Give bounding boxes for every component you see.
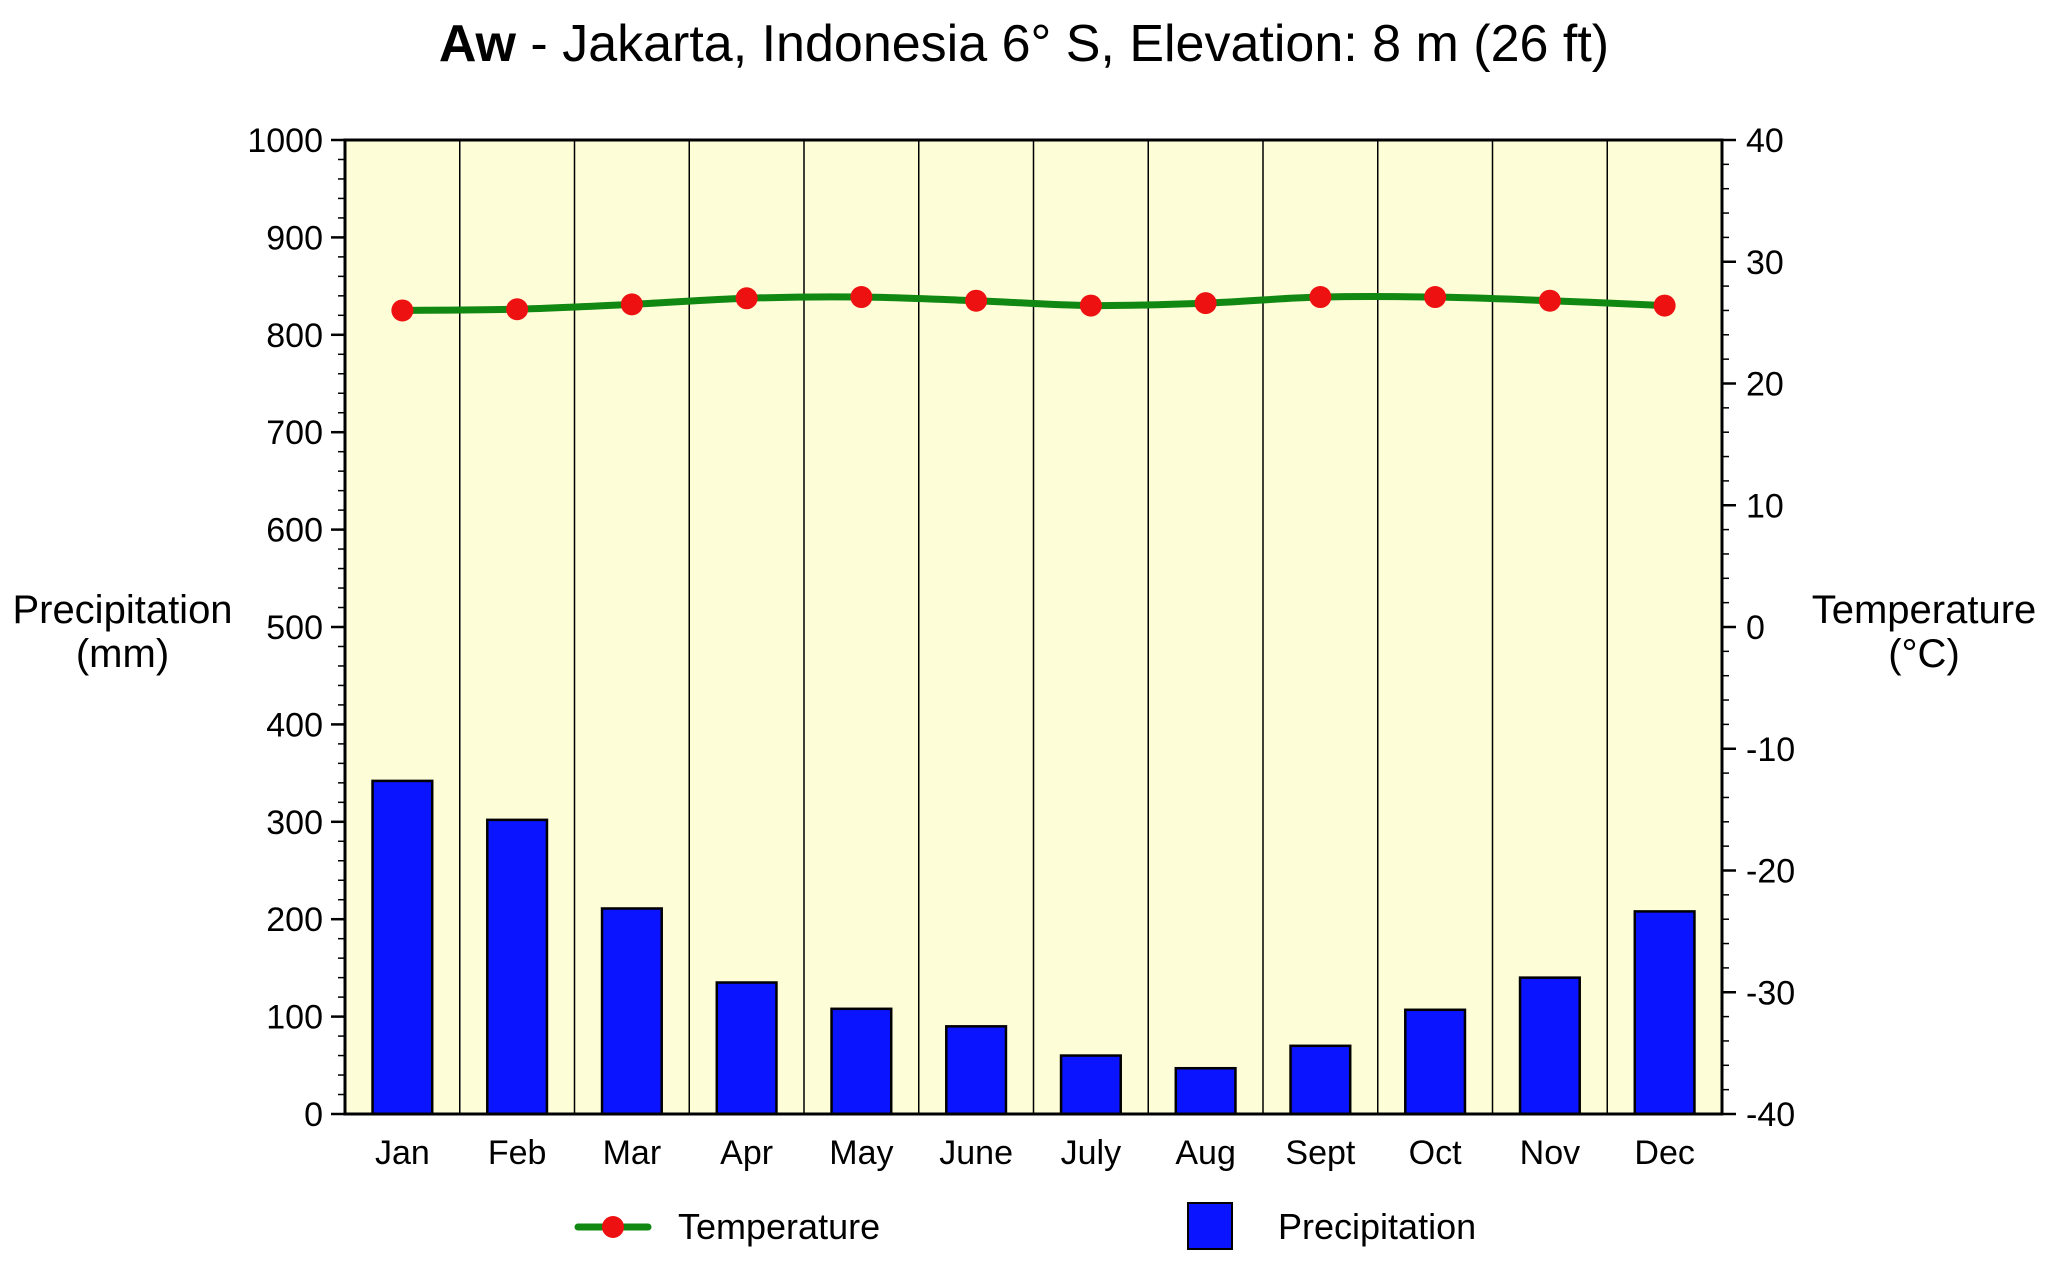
month-label: Sept [1285,1134,1355,1172]
right-tick-label: -20 [1746,853,1795,891]
right-tick-label: 40 [1746,122,1784,160]
right-axis-title-line2: (°C) [1888,632,1960,676]
precipitation-bar [1059,1054,1122,1116]
temperature-point [506,298,529,321]
temperature-point [735,287,758,310]
temperature-line [398,292,1669,314]
temperature-point [1079,294,1102,317]
legend-temperature-marker [602,1216,624,1238]
precipitation-bar [1518,976,1581,1116]
right-tick-label: 10 [1746,487,1784,525]
temperature-point [1309,286,1332,309]
temperature-point [850,286,873,309]
right-axis: -40 -30 -20 -10 0 10 20 30 40 [1722,122,1795,1134]
left-axis-title-line1: Precipitation [12,588,233,632]
month-label: Aug [1175,1134,1236,1172]
climate-code: Aw [438,15,516,73]
precipitation-bar [830,1007,893,1116]
precipitation-bar [1289,1044,1352,1116]
month-label: July [1061,1134,1121,1172]
left-tick-label: 1000 [247,122,323,160]
month-label: Dec [1634,1134,1694,1172]
right-axis-title: Temperature (°C) [1800,588,2048,676]
right-tick-label: 20 [1746,366,1784,404]
month-label: Nov [1520,1134,1580,1172]
right-tick-label: -30 [1746,974,1795,1012]
precipitation-bar [486,818,549,1116]
temperature-point [1194,292,1217,315]
month-label: Apr [720,1134,773,1172]
temperature-point [1653,294,1676,317]
precipitation-bar [600,907,663,1116]
month-label: May [829,1134,893,1172]
legend-temperature-label: Temperature [678,1206,880,1247]
left-tick-label: 800 [266,317,323,355]
left-tick-label: 200 [266,901,323,939]
chart-title: Aw - Jakarta, Indonesia 6° S, Elevation:… [0,14,2048,74]
month-label: Mar [603,1134,662,1172]
temperature-series [391,286,1676,322]
left-axis: 0 100 200 300 400 500 600 700 800 900 1000 [247,122,345,1134]
precipitation-bars [371,779,1696,1116]
precipitation-bar [371,779,434,1116]
left-tick-label: 400 [266,706,323,744]
temperature-point [391,299,414,322]
precipitation-bar [1404,1008,1467,1116]
left-tick-label: 100 [266,999,323,1037]
temperature-point [620,293,643,316]
precipitation-bar [1633,910,1696,1116]
legend-precipitation-swatch [1187,1202,1233,1250]
left-tick-label: 900 [266,219,323,257]
right-axis-title-line1: Temperature [1811,588,2037,632]
month-label: Jan [375,1134,430,1172]
month-axis: Jan Feb Mar Apr May June July Aug Sept Oct Nov Dec [375,1134,1695,1172]
legend: Temperature Precipitation [574,1202,1476,1250]
precipitation-bar [945,1025,1008,1116]
precipitation-bar [715,981,778,1116]
month-label: June [939,1134,1013,1172]
legend-precipitation-label: Precipitation [1278,1206,1476,1247]
left-axis-title-line2: (mm) [75,632,170,676]
right-tick-label: -40 [1746,1096,1795,1134]
left-tick-label: 300 [266,804,323,842]
temperature-point [965,289,988,312]
month-label: Oct [1409,1134,1462,1172]
right-tick-label: -10 [1746,731,1795,769]
month-label: Feb [488,1134,547,1172]
left-tick-label: 0 [304,1096,323,1134]
left-axis-title: Precipitation (mm) [0,588,245,676]
left-tick-label: 500 [266,609,323,647]
right-tick-label: 0 [1746,609,1765,647]
temperature-point [1538,289,1561,312]
temperature-point [1424,286,1447,309]
left-tick-label: 700 [266,414,323,452]
title-location: - Jakarta, Indonesia 6° S, Elevation: 8 … [515,15,1610,73]
left-tick-label: 600 [266,512,323,550]
right-tick-label: 30 [1746,244,1784,282]
precipitation-bar [1174,1066,1237,1116]
